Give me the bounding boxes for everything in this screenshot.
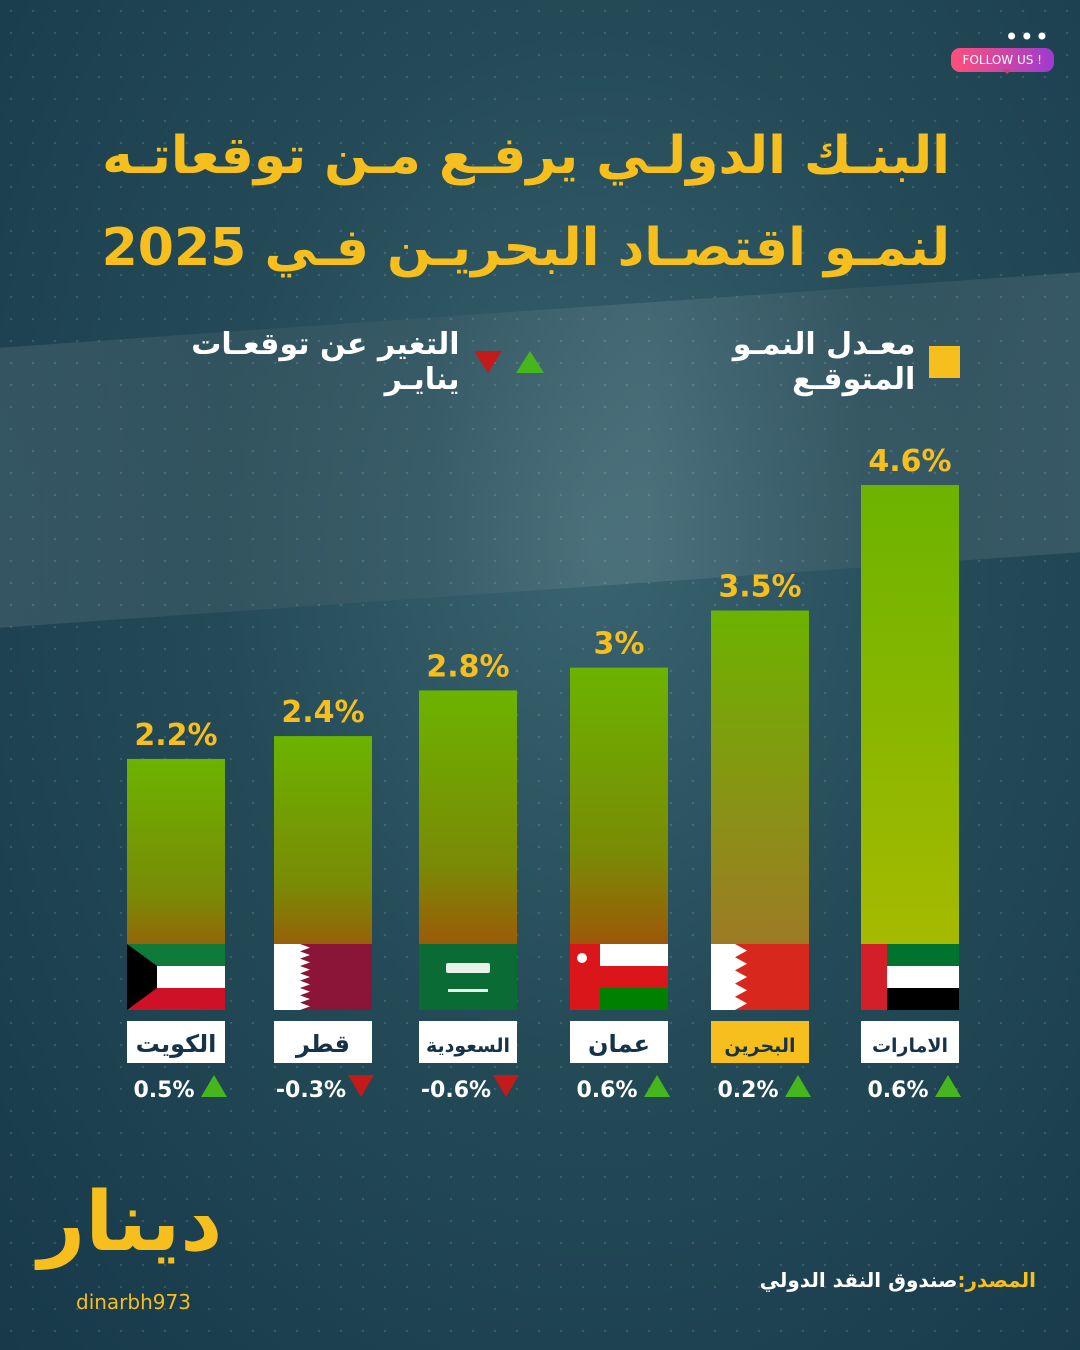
legend-growth-swatch — [929, 346, 960, 378]
source-name: صندوق النقد الدولي — [759, 1268, 958, 1292]
category-box-uae — [861, 1021, 959, 1063]
category-box-saudi — [419, 1021, 517, 1063]
saudi-flag-icon — [419, 944, 517, 1010]
bahrain-flag-icon — [711, 944, 809, 1010]
legend-up-triangle-icon — [515, 351, 544, 373]
brand-handle: dinarbh973 — [76, 1290, 191, 1314]
change-down-icon-saudi — [493, 1075, 519, 1097]
value-label-qatar: 2.4% — [281, 695, 364, 730]
title-line-1: البنـك الدولـي يرفـع مـن توقعاتـه — [102, 126, 950, 186]
logo-text: دينار — [38, 1175, 223, 1270]
uae-flag-icon — [861, 944, 959, 1010]
page-title: البنـك الدولـي يرفـع مـن توقعاتـه لنمـو … — [100, 110, 950, 294]
follow-badge[interactable]: FOLLOW US ! — [950, 48, 1054, 74]
category-box-oman — [570, 1021, 668, 1063]
value-label-oman: 3% — [594, 627, 645, 662]
category-label-uae: الامارات — [872, 1035, 948, 1057]
bar-bahrain — [711, 610, 809, 1010]
legend-down-triangle-icon — [473, 351, 502, 373]
change-label-oman: 0.6% — [576, 1078, 637, 1103]
change-up-icon-kuwait — [201, 1075, 227, 1097]
category-label-kuwait: الكويت — [136, 1030, 217, 1058]
kuwait-flag-icon — [127, 944, 225, 1010]
change-label-qatar: -0.3% — [276, 1078, 346, 1103]
category-box-qatar — [274, 1021, 372, 1063]
change-label-bahrain: 0.2% — [717, 1078, 778, 1103]
source-prefix: المصدر: — [957, 1268, 1036, 1292]
change-label-saudi: -0.6% — [421, 1078, 491, 1103]
title-line-2: لنمـو اقتصـاد البحريـن فـي 2025 — [101, 218, 950, 278]
brand-logo: دينار — [38, 1175, 222, 1270]
follow-label: FOLLOW US ! — [962, 53, 1042, 67]
change-up-icon-bahrain — [785, 1075, 811, 1097]
change-label-uae: 0.6% — [867, 1078, 928, 1103]
category-box-bahrain — [711, 1021, 809, 1063]
change-up-icon-uae — [935, 1075, 961, 1097]
legend-growth-label: معـدل النمـو المتوقـع — [732, 327, 916, 397]
legend: معـدل النمـو المتوقـع التغير عن توقعـات … — [120, 327, 960, 397]
category-label-bahrain: البحرين — [724, 1035, 795, 1057]
qatar-flag-icon — [274, 944, 372, 1010]
oman-flag-icon — [570, 944, 668, 1010]
category-label-qatar: قطر — [295, 1030, 350, 1058]
value-label-saudi: 2.8% — [426, 649, 509, 684]
change-down-icon-qatar — [348, 1075, 374, 1097]
bar-uae — [861, 485, 959, 1010]
category-box-kuwait — [127, 1021, 225, 1063]
value-label-uae: 4.6% — [868, 444, 951, 479]
value-label-kuwait: 2.2% — [134, 718, 217, 753]
change-label-kuwait: 0.5% — [133, 1078, 194, 1103]
category-label-oman: عمان — [588, 1030, 650, 1058]
source-note: المصدر:صندوق النقد الدولي — [760, 1268, 1036, 1292]
legend-change-label: التغير عن توقعـات ينايـر — [191, 327, 460, 397]
category-label-saudi: السعودية — [426, 1035, 510, 1057]
change-up-icon-oman — [644, 1075, 670, 1097]
value-label-bahrain: 3.5% — [718, 570, 801, 605]
